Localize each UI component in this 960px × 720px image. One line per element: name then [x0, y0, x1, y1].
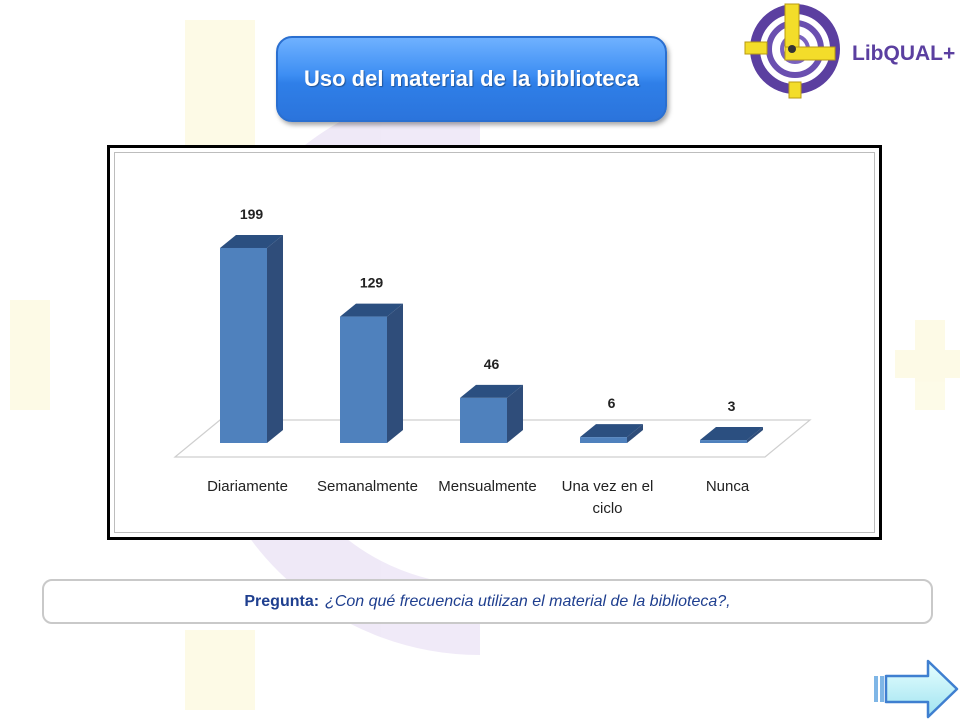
- bar: [220, 247, 267, 443]
- chart-frame: 199 Diariamente 129 Semanalmente 46 Mensualme…: [107, 145, 882, 540]
- next-arrow-icon[interactable]: [872, 657, 960, 720]
- bar-side: [387, 303, 403, 443]
- question-text: ¿Con qué frecuencia utilizan el material…: [325, 592, 731, 610]
- question-box: Pregunta: ¿Con qué frecuencia utilizan e…: [42, 579, 933, 624]
- bar-top: [220, 234, 283, 248]
- category-label: Diariamente: [207, 478, 288, 495]
- bar-side: [747, 427, 763, 443]
- bar-side: [267, 234, 283, 443]
- category-label: Una vez en el: [562, 478, 654, 495]
- bar-side: [627, 424, 643, 443]
- bar-chart: 199 Diariamente 129 Semanalmente 46 Mensualme…: [173, 206, 812, 517]
- bar-top: [580, 424, 643, 438]
- bar: [460, 397, 507, 443]
- category-label: Semanalmente: [317, 478, 418, 495]
- bar-value-label: 46: [484, 356, 500, 372]
- question-label: Pregunta:: [244, 592, 320, 610]
- libqual-logo: LibQUAL+: [744, 3, 955, 99]
- libqual-emblem-icon: [744, 3, 840, 99]
- bar-top: [700, 427, 763, 441]
- bar-value-label: 6: [608, 395, 616, 411]
- logo-text: LibQUAL+: [852, 42, 955, 65]
- bar-side: [507, 384, 523, 443]
- bar-top: [460, 384, 523, 398]
- category-label: Nunca: [706, 478, 750, 495]
- bar-value-label: 3: [728, 398, 736, 414]
- chart-plot-area: [114, 152, 875, 533]
- chart-floor: [173, 419, 812, 458]
- bar: [580, 437, 627, 443]
- bar-value-label: 129: [360, 275, 384, 291]
- slide-title-box: Uso del material de la biblioteca: [276, 36, 667, 122]
- bar-value-label: 199: [240, 206, 264, 222]
- category-label: ciclo: [592, 500, 622, 517]
- bar: [340, 316, 387, 443]
- category-label: Mensualmente: [438, 478, 536, 495]
- bar: [700, 440, 747, 443]
- bar-top: [340, 303, 403, 317]
- slide-title: Uso del material de la biblioteca: [304, 66, 639, 91]
